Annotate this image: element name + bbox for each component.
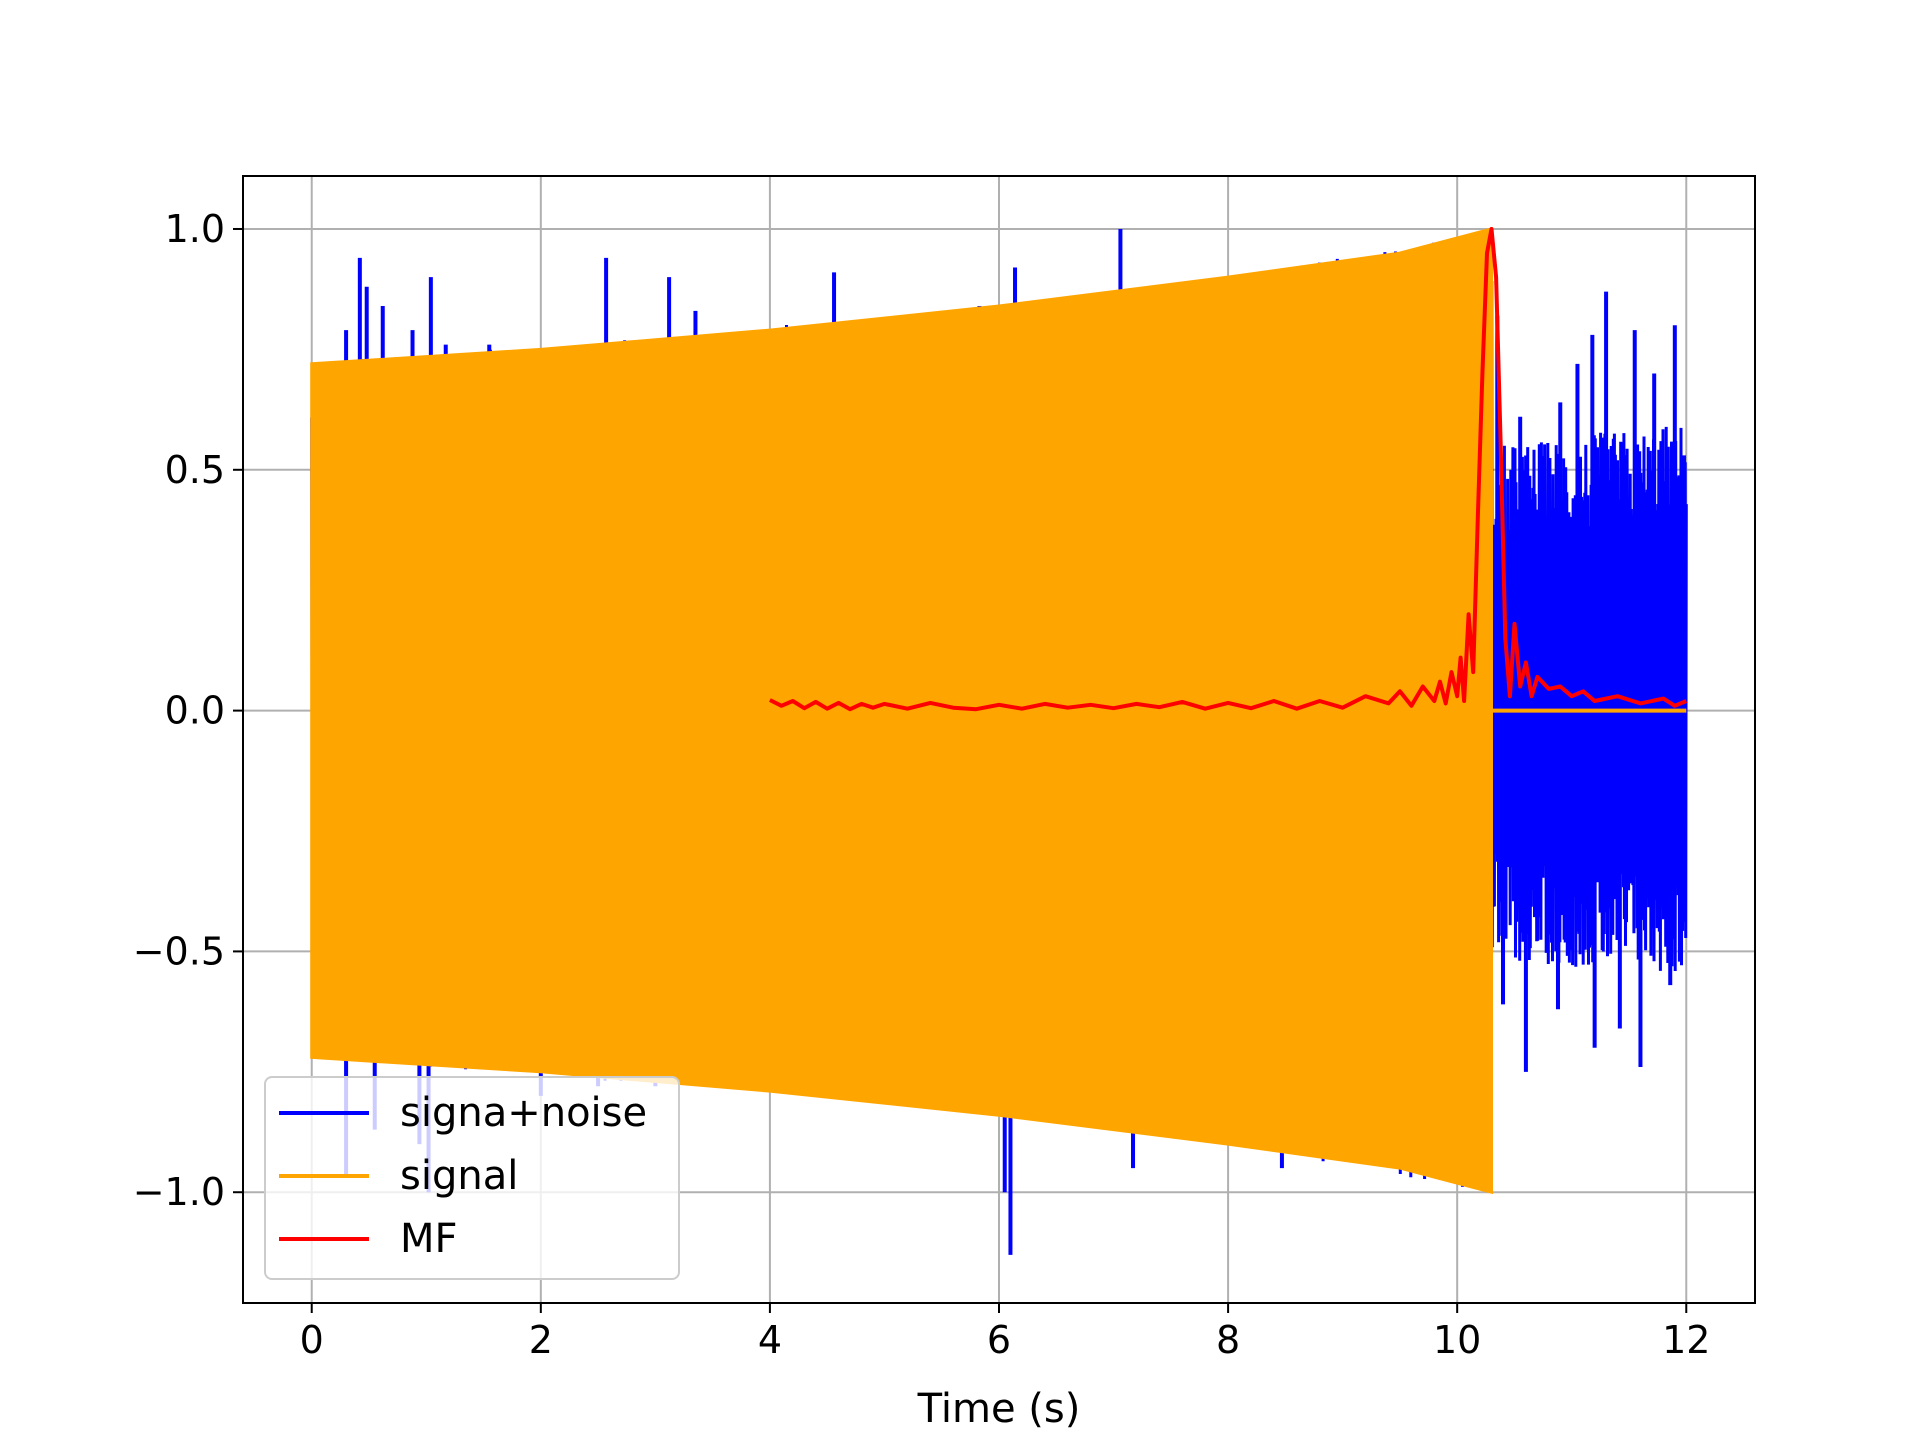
y-tick-label: −0.5 xyxy=(133,929,225,973)
y-tick-label: −1.0 xyxy=(133,1170,225,1214)
x-tick-label: 12 xyxy=(1662,1318,1710,1362)
y-tick-label: 0.0 xyxy=(165,689,225,733)
legend-box xyxy=(264,1076,680,1280)
legend-label-mf: MF xyxy=(400,1216,458,1262)
x-tick-label: 0 xyxy=(300,1318,324,1362)
x-tick-label: 8 xyxy=(1216,1318,1240,1362)
x-tick-label: 10 xyxy=(1433,1318,1481,1362)
legend-label-signal: signal xyxy=(400,1153,518,1199)
series-mf-line xyxy=(768,227,1688,712)
legend-label-signal-noise: signa+noise xyxy=(400,1090,647,1136)
axis-ticks: 0 2 4 6 8 10 12 −1.0 −0.5 0.0 0.5 1.0 xyxy=(133,207,1711,1362)
x-axis-label: Time (s) xyxy=(917,1386,1081,1432)
x-tick-label: 6 xyxy=(987,1318,1011,1362)
x-tick-label: 2 xyxy=(529,1318,553,1362)
legend: signa+noise signal MF xyxy=(264,1076,680,1280)
x-tick-label: 4 xyxy=(758,1318,782,1362)
series-signal-band xyxy=(310,227,1493,1195)
y-tick-label: 1.0 xyxy=(165,207,225,251)
y-tick-label: 0.5 xyxy=(165,448,225,492)
